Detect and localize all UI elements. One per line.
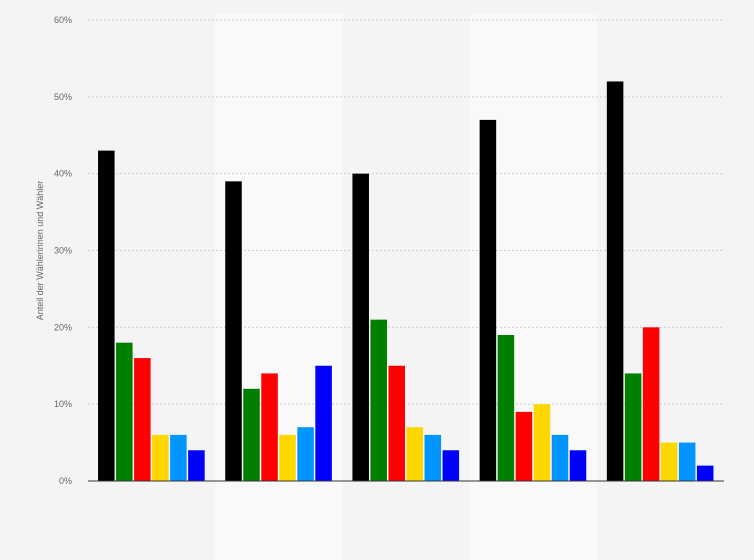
y-tick-label: 60% [54, 15, 72, 25]
bar [424, 434, 442, 481]
y-axis-title: Anteil der Wählerinnen und Wähler [35, 181, 45, 321]
bar [624, 373, 642, 481]
bar [152, 434, 169, 481]
bar [225, 181, 242, 481]
bar [388, 365, 405, 481]
y-tick-label: 50% [54, 92, 72, 102]
y-tick-label: 20% [54, 322, 72, 332]
bar [243, 388, 260, 481]
bar [116, 342, 133, 481]
bar [297, 427, 314, 481]
bar [98, 150, 115, 481]
y-tick-label: 10% [54, 399, 72, 409]
y-tick-label: 30% [54, 246, 72, 256]
bar [261, 373, 278, 481]
bar [606, 81, 624, 481]
y-tick-labels: 0% 10% 20% 30% 40% 50% 60% [54, 15, 72, 486]
gridlines [88, 19, 724, 405]
y-tick-label: 40% [54, 169, 72, 179]
bar [660, 442, 678, 481]
bar [497, 335, 515, 481]
bar [370, 319, 387, 481]
bar [515, 411, 533, 481]
bar [479, 119, 497, 481]
bar [406, 427, 424, 481]
bar [170, 434, 187, 481]
bar [569, 450, 587, 481]
bar [352, 173, 369, 481]
bar [134, 358, 151, 481]
bar [188, 450, 205, 481]
bar [696, 465, 714, 481]
bar [442, 450, 460, 481]
bars [98, 81, 714, 481]
bar [642, 327, 660, 481]
bar [279, 434, 296, 481]
bar [678, 442, 696, 481]
y-tick-label: 0% [59, 476, 72, 486]
bar [533, 404, 551, 481]
bar [315, 365, 332, 481]
bar [551, 434, 569, 481]
